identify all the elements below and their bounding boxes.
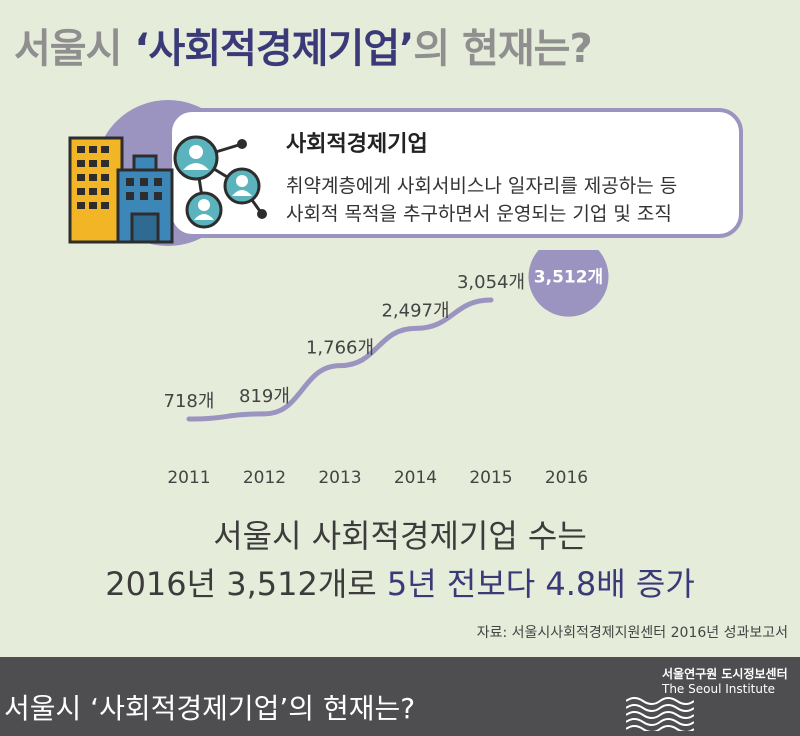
data-label: 3,054개 (457, 272, 525, 293)
growth-line-chart: 718개 2011 819개 2012 1,766개 2013 2,497개 2014 3,05… (164, 250, 609, 488)
data-label: 718개 (164, 391, 215, 412)
x-tick-label: 2016 (545, 468, 588, 488)
data-point (187, 417, 191, 421)
highlight-circle (528, 250, 609, 317)
data-point (413, 326, 418, 331)
person-icon (173, 135, 219, 181)
org-name-english: The Seoul Institute (662, 682, 776, 696)
seoul-institute-logo (626, 697, 694, 731)
data-label: 819개 (239, 386, 290, 407)
data-point (564, 274, 569, 279)
summary-highlight: 5년 전보다 4.8배 증가 (386, 565, 695, 603)
x-tick-label: 2011 (167, 468, 210, 488)
page-title: 서울시 ‘사회적경제기업’의 현재는? (14, 16, 593, 74)
data-point (338, 363, 342, 368)
data-label: 3,512개 (534, 268, 603, 288)
data-label: 2,497개 (381, 300, 449, 321)
data-label: 1,766개 (306, 338, 374, 359)
title-highlight: ‘사회적경제기업’ (134, 26, 414, 72)
x-tick-label: 2012 (243, 468, 286, 488)
person-icon (185, 191, 223, 229)
footer-bar: 서울시 ‘사회적경제기업’의 현재는? 서울연구원 도시정보센터 The Seo… (0, 657, 800, 736)
summary-line-1: 서울시 사회적경제기업 수는 (213, 517, 587, 555)
definition-line-2: 사회적 목적을 추구하면서 운영되는 기업 및 조직 (286, 203, 672, 225)
data-point (489, 298, 493, 302)
enterprise-network-icon (68, 135, 267, 244)
title-prefix: 서울시 (14, 26, 135, 72)
x-tick-label: 2015 (469, 468, 512, 488)
x-tick-label: 2013 (318, 468, 361, 488)
definition-title: 사회적경제기업 (286, 132, 428, 157)
person-icon (223, 167, 261, 205)
summary-text: 서울시 사회적경제기업 수는 2016년 3,512개로 5년 전보다 4.8배… (0, 512, 800, 608)
definition-line-1: 취약계층에게 사회서비스나 일자리를 제공하는 등 (286, 175, 678, 197)
x-tick-label: 2014 (394, 468, 437, 488)
source-note: 자료: 서울시사회적경제지원센터 2016년 성과보고서 (476, 625, 788, 641)
data-point (262, 411, 267, 416)
title-suffix: 의 현재는? (413, 26, 592, 72)
footer-title: 서울시 ‘사회적경제기업’의 현재는? (4, 692, 416, 725)
summary-line-2-text: 2016년 3,512개로 (105, 565, 387, 603)
org-name-korean: 서울연구원 도시정보센터 (662, 667, 788, 681)
summary-line-2: 2016년 3,512개로 5년 전보다 4.8배 증가 (0, 560, 800, 608)
